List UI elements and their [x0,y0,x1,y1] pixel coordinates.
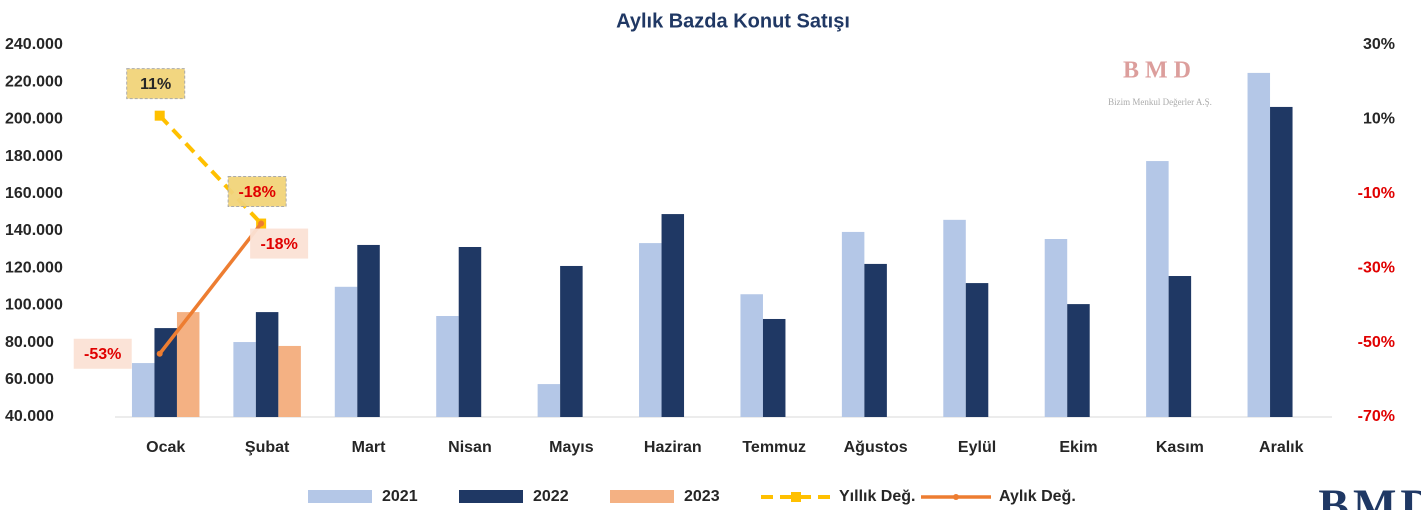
bar [864,263,887,417]
y-tick-label: 80.000 [5,334,54,351]
bar [1146,161,1169,417]
y-tick-label: 180.000 [5,148,63,165]
x-tick-label: Mayıs [549,439,594,456]
x-tick-label: Ağustos [844,439,908,456]
bar [1270,106,1293,418]
y-tick-label: 240.000 [5,36,63,53]
bar [560,265,583,417]
chart-title: Aylık Bazda Konut Satışı [616,10,850,32]
logo-company: Bizim Menkul Değerler A.Ş. [1108,97,1212,107]
legend-label: Yıllık Değ. [839,488,915,505]
line [158,222,263,355]
y2-tick-label: 30% [1363,36,1395,53]
y2-tick-label: -50% [1358,334,1395,351]
data-label-box [250,228,309,259]
data-label-box [126,68,186,100]
bar [639,243,662,417]
marker [156,350,163,357]
bar [943,219,966,417]
bar [334,286,358,417]
y-tick-label: 220.000 [5,73,63,90]
bar [357,244,380,417]
x-tick-label: Eylül [958,439,996,456]
bar [1044,238,1068,417]
legend-label: 2022 [533,488,569,505]
x-tick-label: Şubat [245,439,290,456]
bar [1168,276,1192,417]
x-tick-label: Temmuz [742,439,806,456]
legend-marker [791,492,801,502]
y2-tick-label: -70% [1358,408,1395,425]
bar [176,312,200,417]
marker [154,110,165,121]
marker [258,220,265,227]
x-tick-label: Haziran [644,439,702,456]
bar [458,246,482,417]
y-tick-label: 120.000 [5,259,63,276]
legend-marker [953,494,959,500]
logo-large: BMD [1318,480,1421,510]
bar [436,316,459,417]
x-tick-label: Kasım [1156,439,1204,456]
y2-tick-label: -30% [1358,259,1395,276]
bar [255,312,279,417]
bar [661,214,685,417]
bar [131,363,155,417]
legend-swatch [308,490,372,503]
data-label: -53% [84,346,121,363]
legend-label: Aylık Değ. [999,488,1076,505]
y-tick-label: 140.000 [5,222,63,239]
bar [740,294,763,417]
bar [965,283,989,417]
legend-swatch [610,490,674,503]
data-label: -18% [238,184,275,201]
bar [841,231,865,417]
logo: BMD [1123,58,1197,84]
y2-tick-label: -10% [1358,185,1395,202]
x-tick-label: Nisan [448,439,492,456]
y-tick-label: 200.000 [5,111,63,128]
bar [537,384,561,417]
x-tick-label: Ekim [1059,439,1097,456]
y-tick-label: 40.000 [5,408,54,425]
bar [762,318,786,417]
bar [278,345,301,417]
y-tick-label: 100.000 [5,297,63,314]
x-tick-label: Mart [352,439,386,456]
y2-tick-label: 10% [1363,111,1395,128]
data-label-box [227,176,287,208]
data-label: 11% [140,76,171,93]
legend-label: 2023 [684,488,720,505]
data-label-box [73,338,132,369]
x-tick-label: Aralık [1259,439,1304,456]
data-label: -18% [260,236,297,253]
bar [233,342,256,417]
y-tick-label: 160.000 [5,185,63,202]
bar [1067,304,1090,417]
legend-swatch [459,490,523,503]
legend-label: 2021 [382,488,418,505]
x-tick-label: Ocak [146,439,185,456]
bar [1247,72,1271,418]
bar [154,328,177,417]
y-tick-label: 60.000 [5,371,54,388]
